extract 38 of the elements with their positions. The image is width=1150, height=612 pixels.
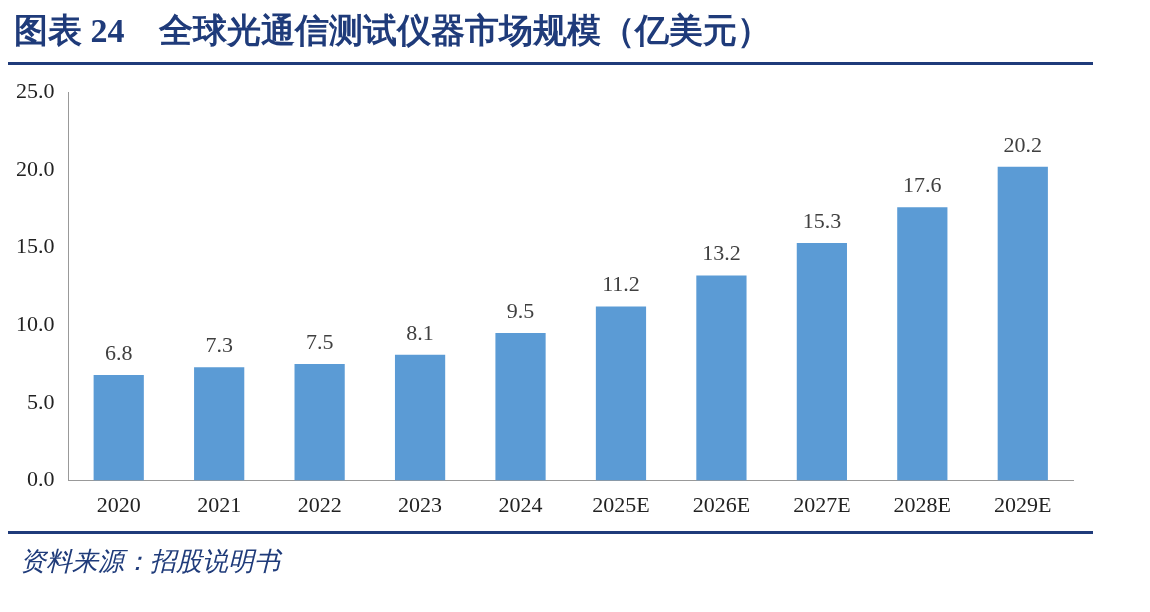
- y-tick-label: 5.0: [27, 388, 55, 414]
- text: 资料来源：招股说明书: [19, 546, 284, 578]
- bar: [595, 306, 647, 481]
- data-label: 17.6: [903, 171, 942, 197]
- chart-title: 图表 24 全球光通信测试仪器市场规模（亿美元）: [13, 11, 772, 51]
- x-tick-label: 2025E: [592, 491, 650, 517]
- x-tick-label: 2024: [498, 491, 543, 517]
- data-label: 11.2: [602, 271, 640, 297]
- bar: [897, 207, 948, 481]
- x-tick-label: 2022: [297, 491, 342, 517]
- data-label: 7.5: [305, 328, 334, 354]
- x-tick-label: 2020: [96, 491, 141, 517]
- y-tick-label: 20.0: [16, 155, 55, 181]
- data-label: 8.1: [406, 319, 434, 345]
- bar: [696, 275, 747, 481]
- data-label: 9.5: [506, 297, 535, 323]
- x-tick-label: 2023: [398, 491, 443, 517]
- bar: [394, 354, 446, 481]
- data-label: 13.2: [702, 240, 741, 266]
- data-label: 7.3: [205, 331, 233, 357]
- bar: [495, 333, 546, 481]
- bar: [194, 367, 245, 481]
- data-label: 20.2: [1003, 131, 1043, 157]
- data-label: 6.8: [104, 339, 133, 365]
- x-tick-label: 2026E: [692, 491, 751, 517]
- data-label: 15.3: [802, 207, 842, 233]
- x-tick-label: 2021: [197, 491, 242, 517]
- x-tick-label: 2028E: [893, 491, 952, 517]
- x-tick-label: 2029E: [994, 491, 1052, 517]
- bar: [796, 242, 847, 481]
- y-tick-label: 15.0: [16, 233, 55, 259]
- y-tick-label: 25.0: [16, 77, 55, 103]
- bar: [997, 166, 1048, 481]
- x-tick-label: 2027E: [793, 491, 851, 517]
- y-tick-label: 0.0: [27, 466, 55, 492]
- bar: [294, 364, 345, 481]
- bar: [93, 374, 144, 481]
- y-tick-label: 10.0: [16, 311, 55, 337]
